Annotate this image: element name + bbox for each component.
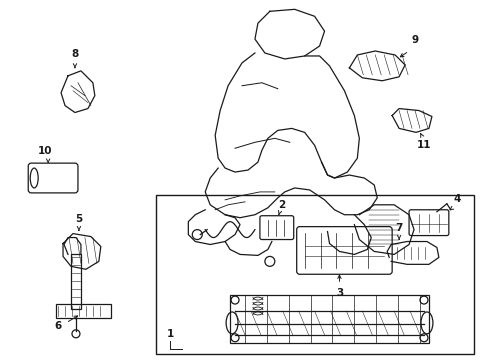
Bar bbox=[71, 255, 81, 309]
Text: 2: 2 bbox=[278, 200, 285, 210]
Text: 3: 3 bbox=[335, 288, 343, 298]
Bar bbox=[230, 295, 428, 343]
Text: 8: 8 bbox=[71, 49, 79, 59]
Text: 7: 7 bbox=[395, 222, 402, 233]
Text: 6: 6 bbox=[54, 321, 61, 331]
Text: 11: 11 bbox=[416, 140, 430, 150]
Text: 10: 10 bbox=[38, 146, 52, 156]
Text: 9: 9 bbox=[410, 35, 418, 45]
Bar bbox=[56, 304, 111, 318]
Text: 1: 1 bbox=[166, 329, 174, 339]
Text: 4: 4 bbox=[452, 194, 460, 204]
Bar bbox=[155, 195, 473, 354]
Text: 5: 5 bbox=[75, 214, 82, 224]
